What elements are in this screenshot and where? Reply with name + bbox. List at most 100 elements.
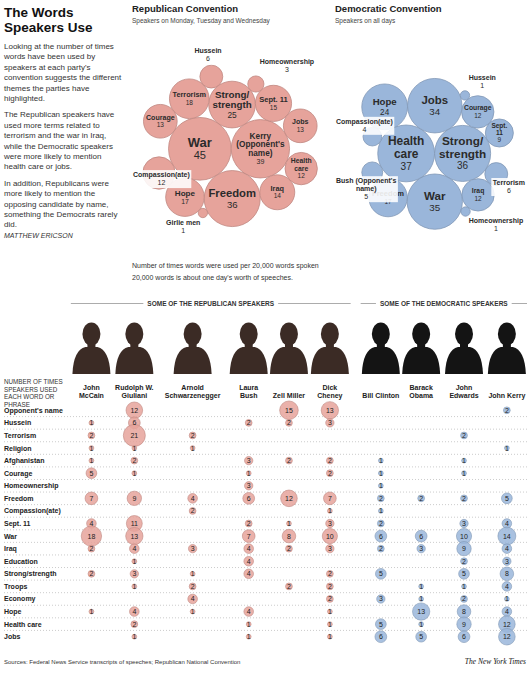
column-head: LauraBush [239, 384, 258, 400]
speaker-silhouette [311, 347, 349, 374]
bubble-label-line: Hope [373, 96, 398, 107]
row-label: War [4, 533, 17, 540]
row-label-line: Sept. 11 [4, 520, 31, 528]
row-separator [4, 416, 527, 417]
column-head-line: Cheney [317, 392, 342, 400]
intro-paragraph-line: convention suggests the different [4, 73, 122, 82]
cell-circle [85, 492, 98, 505]
cell-circle [243, 492, 255, 504]
intro-paragraph-line: speakers at each party's [4, 63, 90, 72]
bubble-label-line: Terrorism [493, 179, 525, 186]
cell-circle [460, 519, 468, 527]
cell-value: 4 [505, 608, 509, 615]
row-label: Hussein [4, 419, 31, 426]
cell-labels: Opponent's name1215132Hussein16223Terror… [4, 407, 511, 640]
row-separator [4, 630, 527, 631]
cell-circle [502, 582, 512, 592]
bubble-label: Strong/strength [439, 134, 486, 159]
column-head-line: McCain [79, 392, 104, 399]
bubble-value: 6 [206, 55, 210, 62]
column-head: JohnEdwards [449, 384, 478, 400]
cell-value: 9 [462, 621, 466, 628]
bubble-value: 36 [227, 199, 238, 210]
cell-circle [286, 545, 293, 552]
bubble-label-line: Hussein [194, 47, 221, 54]
panel-title-line: Republican Convention [132, 3, 238, 14]
bubble-label-line: 11 [496, 129, 503, 136]
page-title: The WordsSpeakers Use [4, 5, 93, 35]
cell-circle [188, 594, 198, 604]
cell-circle [88, 432, 95, 439]
row-label: Economy [4, 595, 36, 603]
bubble [204, 171, 260, 227]
sources-line: Sources: Federal News Service transcript… [4, 659, 240, 665]
cell-circle [244, 556, 254, 566]
column-head: Rudolph W.Giuliani [115, 384, 154, 400]
cell-circle [500, 567, 514, 581]
cell-value: 1 [191, 608, 195, 615]
intro-paragraph-line: themes the parties have [4, 84, 90, 93]
intro-paragraph-line: health care or jobs. [4, 162, 72, 171]
panel-subtitle: Speakers on Monday, Tuesday and Wednesda… [132, 17, 271, 25]
cell-value: 8 [462, 608, 466, 615]
column-head-line: Bill Clinton [362, 392, 399, 399]
column-head: JohnMcCain [79, 384, 104, 400]
column-head: Bill Clinton [362, 392, 399, 399]
bubble-label: Hope [175, 189, 196, 198]
label-patch [335, 176, 398, 202]
cell-value: 7 [328, 495, 332, 502]
speaker-silhouette [445, 347, 483, 374]
cell-value: 13 [326, 407, 334, 414]
cell-value: 9 [462, 545, 466, 552]
cell-value: 12 [285, 495, 293, 502]
row-label: Terrorism [4, 432, 36, 439]
row-label-line: Afghanistan [4, 457, 44, 465]
bubble [200, 65, 223, 88]
cell-circle [461, 432, 468, 439]
cell-circle [86, 468, 97, 479]
cell-circle [499, 628, 516, 645]
bubble-label: Hussein [469, 74, 496, 81]
panel-subtitle-line: Speakers on all days [335, 17, 396, 25]
bubble-label-line: strength [439, 147, 486, 160]
intro-paragraph-line: opposing candidate by name, [4, 200, 109, 209]
intro-paragraph-line: In addition, Republicans were [4, 179, 110, 188]
cell-value: 2 [379, 545, 383, 552]
cell-circle [242, 530, 255, 543]
row-separator [4, 554, 527, 555]
cell-circle [375, 631, 387, 643]
cell-value: 8 [505, 570, 509, 577]
row-label-line: Courage [4, 470, 33, 478]
row-label-line: Iraq [4, 545, 17, 553]
cell-value: 2 [462, 432, 466, 439]
cell-circle [416, 631, 427, 642]
cell-circle [413, 603, 430, 620]
bubble-label-line: Girlie men [166, 219, 200, 226]
table-title-line: SPEAKERS USED [4, 386, 58, 393]
page-title-line: Speakers Use [4, 20, 93, 35]
bubble-value: 13 [157, 121, 165, 128]
table-title: NUMBER OF TIMESSPEAKERS USEDEACH WORD OR… [4, 378, 63, 408]
bubble-value: 37 [401, 161, 413, 172]
group-label: SOME OF THE DEMOCRATIC SPEAKERS [380, 300, 508, 307]
row-label-line: Strong/strength [4, 570, 57, 578]
cell-circle [326, 596, 333, 603]
cell-circle [461, 558, 468, 565]
bubble-label-line: Hope [175, 189, 196, 198]
intro-paragraph: In addition, Republicans weremore likely… [4, 179, 117, 230]
row-separator [4, 617, 527, 618]
bubble-label: Terrorism [493, 179, 525, 186]
cell-value: 2 [132, 457, 136, 464]
cell-circle [245, 520, 252, 527]
bubble-value: 1 [480, 82, 484, 89]
annotation-line: Number of times words were used per 20,0… [132, 262, 319, 270]
cell-value: 6 [132, 419, 136, 426]
byline: MATTHEW ERICSON [4, 232, 74, 239]
bubble [198, 208, 207, 217]
cell-value: 1 [328, 621, 332, 628]
credit-line: The New York Times [465, 657, 526, 666]
cell-value: 2 [247, 520, 251, 527]
bubble-value: 18 [186, 99, 194, 106]
cell-value: 2 [505, 407, 509, 414]
cell-circle [461, 495, 468, 502]
